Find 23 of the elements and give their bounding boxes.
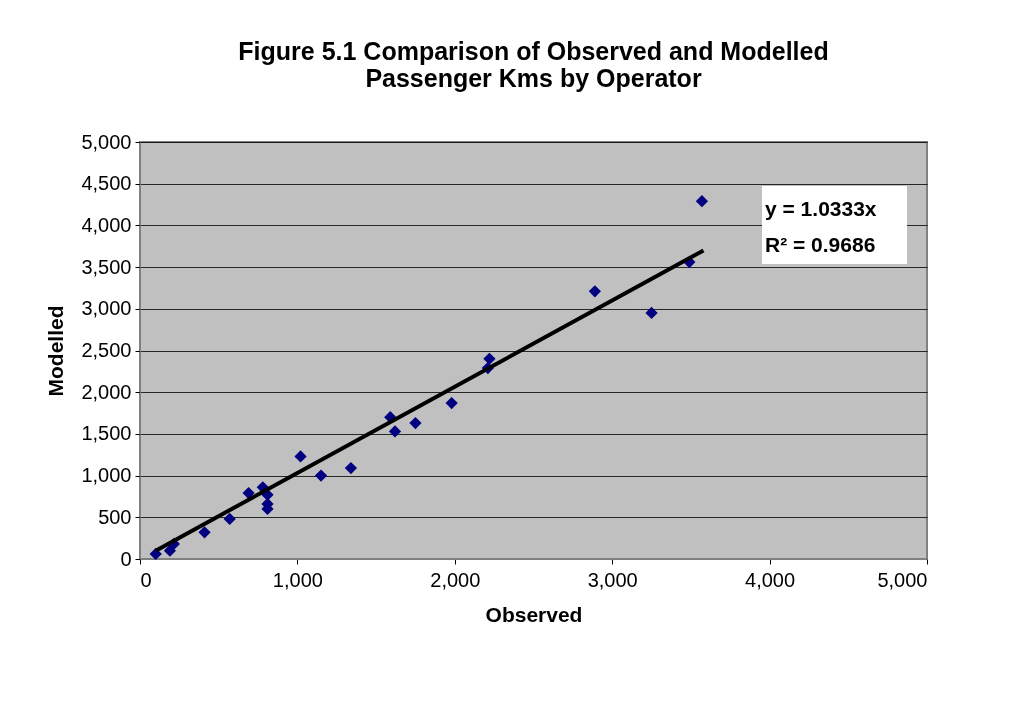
y-tick-label: 1,000 [81,464,132,487]
annotation: R² = 0.9686 [765,233,876,256]
x-tick-label: 3,000 [587,568,638,591]
text: Figure 5.1 Comparison of Observed and Modelled [238,37,829,65]
x-tick-label: 0 [140,568,152,591]
x-tick-label: 5,000 [877,568,928,591]
y-tick-label: 1,500 [81,422,132,445]
text: Passenger Kms by Operator [365,64,702,92]
x-tick-label: 2,000 [430,568,481,591]
y-tick-label: 4,500 [81,172,132,195]
annotation: y = 1.0333x [765,197,877,220]
y-tick-label: 3,000 [81,297,132,320]
y-tick-label: 4,000 [81,213,132,236]
y-axis-title: Modelled [44,305,68,397]
y-tick-label: 2,000 [81,380,132,403]
x-axis-title: Observed [485,602,583,626]
x-tick-label: 4,000 [745,568,796,591]
y-tick-label: 500 [98,505,132,528]
y-tick-label: 2,500 [81,339,132,361]
y-tick-label: 3,500 [81,255,132,278]
y-tick-label: 5,000 [81,130,132,153]
x-tick-label: 1,000 [272,568,323,591]
y-tick-label: 0 [120,547,132,570]
